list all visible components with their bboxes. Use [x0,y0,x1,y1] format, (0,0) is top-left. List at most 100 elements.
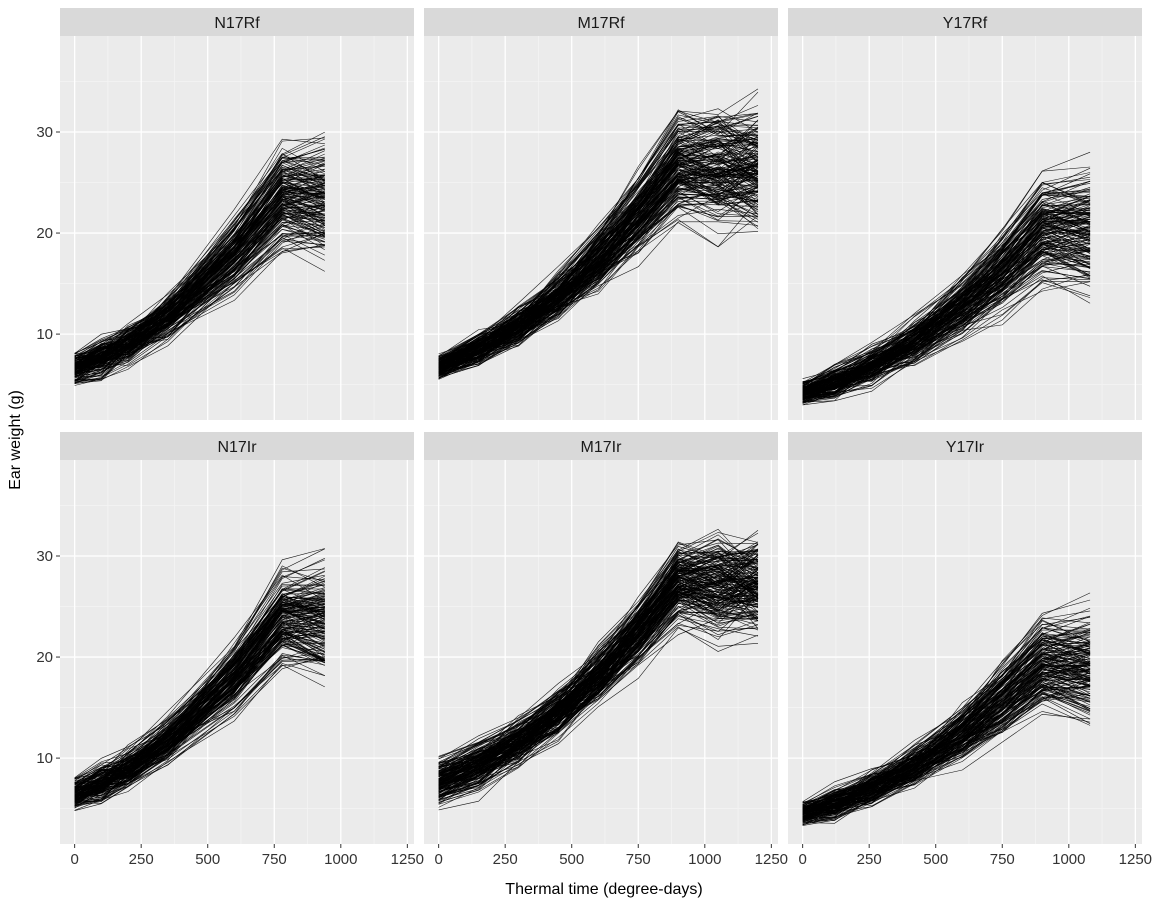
y-tick-label: 30 [36,124,53,141]
series-line [74,131,325,383]
panel-y17ir: Y17Ir 0 250 500 750 1000 1250 [788,432,1152,868]
series-line [74,234,325,381]
series-line [74,653,325,804]
series-line [802,258,1091,402]
series-line [74,174,325,371]
series-line [438,177,759,366]
series-line [438,532,759,786]
x-tick-label: 500 [195,851,220,868]
series-line [74,620,325,799]
y-tick-label: 10 [36,750,53,767]
facet-strip-label: N17Rf [214,15,260,32]
series-line [802,182,1091,386]
facet-strip-label: Y17Rf [943,15,988,32]
y-axis-title: Ear weight (g) [7,390,24,490]
series-line [438,556,759,798]
series-line [74,169,325,358]
series-line [438,576,759,779]
y-tick-label: 30 [36,548,53,565]
series-line [438,552,759,757]
series-line [802,668,1091,821]
series-line [802,244,1091,393]
series-line [802,677,1091,809]
panel-n17ir: N17Ir 0 250 500 750 1000 1250 10 20 30 [36,432,424,868]
series-line [74,659,325,798]
series-line [438,592,759,791]
series-lines [438,88,759,380]
series-line [802,652,1091,807]
series-line [802,241,1091,398]
series-line [438,557,759,783]
series-line [74,593,325,782]
series-line [802,686,1091,814]
series-line [802,183,1091,392]
series-line [74,576,325,796]
series-line [438,599,759,792]
series-line [802,668,1091,820]
x-tick-label: 1250 [755,851,788,868]
y-tick-label: 20 [36,649,53,666]
facet-strip-label: Y17Ir [946,439,985,456]
series-line [74,213,325,374]
x-tick-label: 1000 [324,851,357,868]
series-line [438,181,759,362]
x-tick-label: 0 [798,851,806,868]
series-line [74,663,325,811]
facet-strip [60,432,414,460]
series-line [438,126,759,379]
facet-strip [424,8,778,36]
x-tick-label: 0 [434,851,442,868]
series-line [438,612,759,775]
series-line [438,158,759,375]
series-line [74,605,325,804]
series-line [74,225,325,381]
series-line [802,703,1091,815]
series-line [74,199,325,363]
series-line [802,691,1091,812]
facet-strip [788,432,1142,460]
series-line [74,654,325,800]
series-line [802,248,1091,394]
series-line [802,166,1091,387]
series-line [802,668,1091,809]
series-line [802,653,1091,814]
series-line [74,630,325,790]
series-line [802,655,1091,803]
series-line [802,265,1091,398]
facet-strip [788,8,1142,36]
series-line [802,207,1091,397]
series-line [74,614,325,811]
series-line [74,178,325,366]
x-tick-label: 250 [493,851,518,868]
panel-n17rf: N17Rf 10 20 30 [36,8,414,420]
series-line [74,615,325,807]
series-line [802,205,1091,395]
panel-m17ir: M17Ir 0 250 500 750 1000 1250 [424,432,788,868]
series-line [438,152,759,360]
series-lines [74,131,325,386]
series-line [438,150,759,376]
series-line [438,588,759,774]
facet-strip-label: N17Ir [217,439,257,456]
series-line [438,200,759,359]
y-tick-label: 10 [36,326,53,343]
series-line [74,157,325,373]
series-line [802,250,1091,394]
series-line [802,668,1091,812]
series-line [438,163,759,365]
series-line [74,190,325,370]
panel-m17rf: M17Rf [424,8,778,420]
x-axis-title: Thermal time (degree-days) [505,881,702,898]
x-tick-label: 0 [70,851,78,868]
series-line [438,544,759,791]
x-tick-label: 500 [559,851,584,868]
x-tick-label: 750 [626,851,651,868]
series-line [74,206,325,365]
series-line [74,147,325,366]
series-line [438,206,759,368]
series-line [802,242,1091,401]
series-line [438,627,759,808]
series-line [74,548,325,793]
series-line [438,197,759,360]
